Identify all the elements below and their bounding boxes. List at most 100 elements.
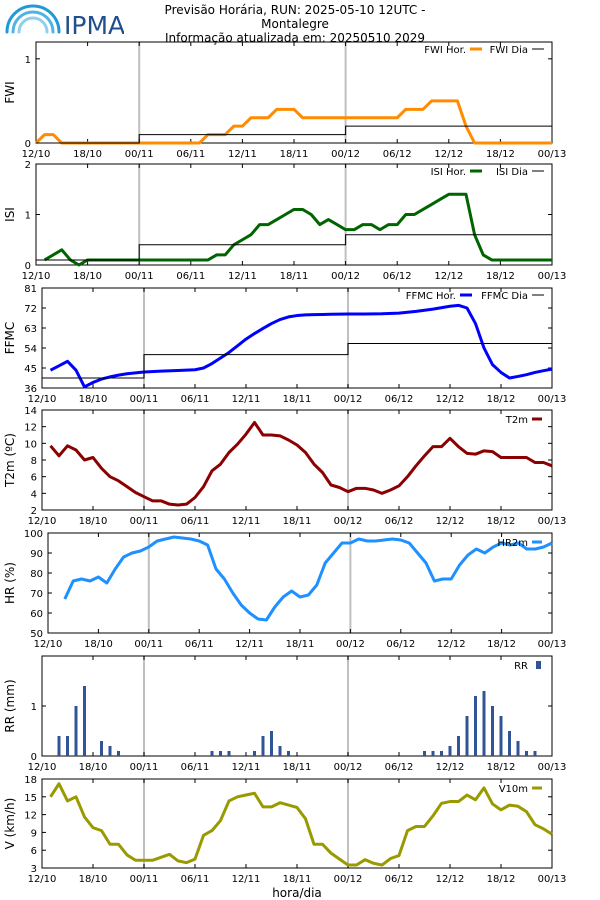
rain-bar <box>525 751 528 756</box>
x-tick-label: 12/11 <box>232 762 261 773</box>
rain-bar <box>423 751 426 756</box>
chart-isi: 12/10 18/10 00/11 06/11 12/11 18/11 00/12 06/12… <box>3 160 566 282</box>
chart-t2m: 12/10 18/10 00/11 06/11 12/11 18/11 00/12 06/12… <box>3 406 566 527</box>
legend-label: T2m <box>505 415 528 426</box>
x-tick-label: 12/12 <box>436 762 465 773</box>
y-tick-label: 0 <box>25 139 31 150</box>
rain-bar <box>499 716 503 756</box>
legend-label: FWI Dia <box>490 45 528 56</box>
x-tick-label: 12/12 <box>434 149 463 160</box>
y-tick-label: 4 <box>31 489 37 500</box>
rain-bar <box>270 731 273 756</box>
x-tick-label: 18/12 <box>487 762 516 773</box>
x-tick-label: 06/11 <box>176 149 205 160</box>
rain-bar <box>465 716 469 756</box>
x-tick-label: 18/12 <box>486 271 515 282</box>
x-tick-label: 18/11 <box>283 874 312 885</box>
x-tick-label: 00/13 <box>538 394 567 405</box>
x-tick-label: 00/12 <box>334 516 363 527</box>
series-line-fwi <box>34 99 552 145</box>
rain-bar <box>287 751 290 756</box>
legend-label: ISI Dia <box>496 167 528 178</box>
x-tick-label: 18/12 <box>487 874 516 885</box>
x-tick-label: 00/12 <box>336 639 365 650</box>
rain-bar <box>100 741 103 756</box>
x-tick-label: 00/12 <box>331 271 360 282</box>
x-tick-label: 06/11 <box>181 516 210 527</box>
x-tick-label: 18/10 <box>79 874 108 885</box>
plot-frame <box>35 41 553 144</box>
y-axis-label: HR (%) <box>3 562 17 604</box>
ipma-logo: IPMA <box>5 4 124 40</box>
legend-label: ISI Hor. <box>431 167 466 178</box>
x-tick-label: 00/11 <box>130 762 159 773</box>
chart-ffmc: 12/10 18/10 00/11 06/11 12/11 18/11 00/12 06/12… <box>3 284 566 405</box>
series-line-hr <box>63 535 553 622</box>
x-tick-label: 06/12 <box>385 762 414 773</box>
x-tick-label: 18/10 <box>79 516 108 527</box>
x-tick-label: 06/11 <box>181 762 210 773</box>
rain-bar <box>533 751 537 756</box>
x-tick-label: 12/10 <box>28 516 57 527</box>
y-tick-label: 80 <box>30 569 43 580</box>
y-tick-label: 70 <box>30 589 43 600</box>
rain-bar <box>210 751 214 756</box>
x-tick-label: 18/11 <box>280 149 309 160</box>
x-tick-label: 12/11 <box>232 394 261 405</box>
y-tick-label: 12 <box>24 423 37 434</box>
rain-bar <box>491 706 494 756</box>
x-tick-label: 18/11 <box>283 762 312 773</box>
y-axis-label: RR (mm) <box>3 679 17 732</box>
x-tick-label: 12/10 <box>28 762 57 773</box>
x-tick-label: 18/10 <box>79 762 108 773</box>
daily-step-line-ffmc <box>42 343 552 379</box>
y-tick-label: 2 <box>31 506 37 517</box>
chart-fwi: 12/10 18/10 00/11 06/11 12/11 18/11 00/12 06/12… <box>3 41 567 160</box>
y-axis-label: ISI <box>3 207 17 222</box>
x-tick-label: 12/11 <box>232 874 261 885</box>
x-tick-label: 18/11 <box>286 639 315 650</box>
legend-label: RR <box>514 661 528 672</box>
x-tick-label: 00/13 <box>538 762 567 773</box>
y-tick-label: 1 <box>25 211 31 222</box>
rain-bar <box>516 741 520 756</box>
x-tick-label: 12/11 <box>235 639 264 650</box>
legend-label: HR2m <box>497 538 528 549</box>
x-tick-label: 00/11 <box>130 516 159 527</box>
y-tick-label: 6 <box>31 846 37 857</box>
y-tick-label: 1 <box>25 55 31 66</box>
x-tick-label: 00/13 <box>538 874 567 885</box>
x-tick-label: 00/11 <box>130 394 159 405</box>
x-tick-label: 18/12 <box>487 639 516 650</box>
y-tick-label: 2 <box>25 160 31 171</box>
plot-frame <box>41 287 553 389</box>
chart-hr: 12/10 18/10 00/11 06/11 12/11 18/11 00/12 06/12… <box>3 529 566 650</box>
x-tick-label: 18/10 <box>79 394 108 405</box>
x-tick-label: 00/13 <box>538 639 567 650</box>
x-tick-label: 00/11 <box>130 874 159 885</box>
y-tick-label: 9 <box>31 828 37 839</box>
x-tick-label: 00/13 <box>538 149 567 160</box>
y-tick-label: 50 <box>30 629 43 640</box>
y-tick-label: 60 <box>30 609 43 620</box>
legend-label: FFMC Dia <box>481 291 528 302</box>
x-tick-label: 06/12 <box>386 639 415 650</box>
x-tick-label: 12/11 <box>228 271 257 282</box>
y-tick-label: 72 <box>24 304 37 315</box>
series-line-ffmc <box>49 303 553 389</box>
x-tick-label: 00/12 <box>334 394 363 405</box>
x-axis-label: hora/dia <box>272 886 322 900</box>
x-tick-label: 06/12 <box>383 149 412 160</box>
plot-frame <box>35 163 553 266</box>
y-tick-label: 0 <box>25 261 31 272</box>
x-tick-label: 18/12 <box>487 516 516 527</box>
y-tick-label: 6 <box>31 473 37 484</box>
rain-bar <box>448 746 452 756</box>
y-tick-label: 81 <box>24 284 37 295</box>
x-tick-label: 06/12 <box>385 516 414 527</box>
x-tick-label: 18/12 <box>486 149 515 160</box>
x-tick-label: 06/11 <box>181 394 210 405</box>
x-tick-label: 06/12 <box>385 394 414 405</box>
rain-bar <box>66 736 69 756</box>
